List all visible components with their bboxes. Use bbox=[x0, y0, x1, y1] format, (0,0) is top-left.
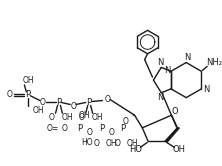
Text: O: O bbox=[104, 95, 110, 104]
Text: O: O bbox=[61, 124, 67, 133]
Text: OH: OH bbox=[92, 113, 103, 122]
Text: O: O bbox=[70, 102, 76, 111]
Polygon shape bbox=[0, 61, 132, 148]
Text: P: P bbox=[86, 98, 91, 107]
Text: OH: OH bbox=[127, 139, 138, 148]
Text: O: O bbox=[79, 113, 85, 122]
Polygon shape bbox=[165, 128, 179, 141]
Text: OH: OH bbox=[22, 76, 34, 84]
Text: N: N bbox=[157, 58, 163, 67]
Text: OH: OH bbox=[32, 106, 44, 115]
Text: N: N bbox=[157, 93, 163, 102]
Text: O: O bbox=[49, 113, 55, 122]
Text: N: N bbox=[164, 66, 170, 75]
Text: OH: OH bbox=[61, 113, 73, 122]
Text: P: P bbox=[56, 98, 61, 107]
Text: OH: OH bbox=[79, 111, 91, 120]
Text: O: O bbox=[87, 128, 93, 137]
Text: OH: OH bbox=[173, 145, 186, 154]
Text: P: P bbox=[120, 124, 125, 133]
Text: HO: HO bbox=[129, 145, 142, 154]
Text: P: P bbox=[25, 90, 30, 99]
Text: O: O bbox=[93, 139, 99, 148]
Text: P: P bbox=[77, 124, 83, 133]
Text: NH₂: NH₂ bbox=[206, 58, 222, 67]
Text: HO: HO bbox=[81, 138, 93, 147]
Text: O: O bbox=[115, 139, 121, 148]
Text: N: N bbox=[203, 85, 209, 94]
Text: O: O bbox=[108, 128, 114, 137]
Text: O: O bbox=[40, 98, 46, 107]
Text: OH: OH bbox=[105, 139, 117, 148]
Text: P: P bbox=[99, 124, 104, 133]
Text: O: O bbox=[123, 118, 129, 126]
Text: N: N bbox=[184, 53, 190, 62]
Text: O=: O= bbox=[46, 124, 58, 133]
Text: O: O bbox=[7, 90, 13, 99]
Text: O: O bbox=[171, 107, 178, 116]
